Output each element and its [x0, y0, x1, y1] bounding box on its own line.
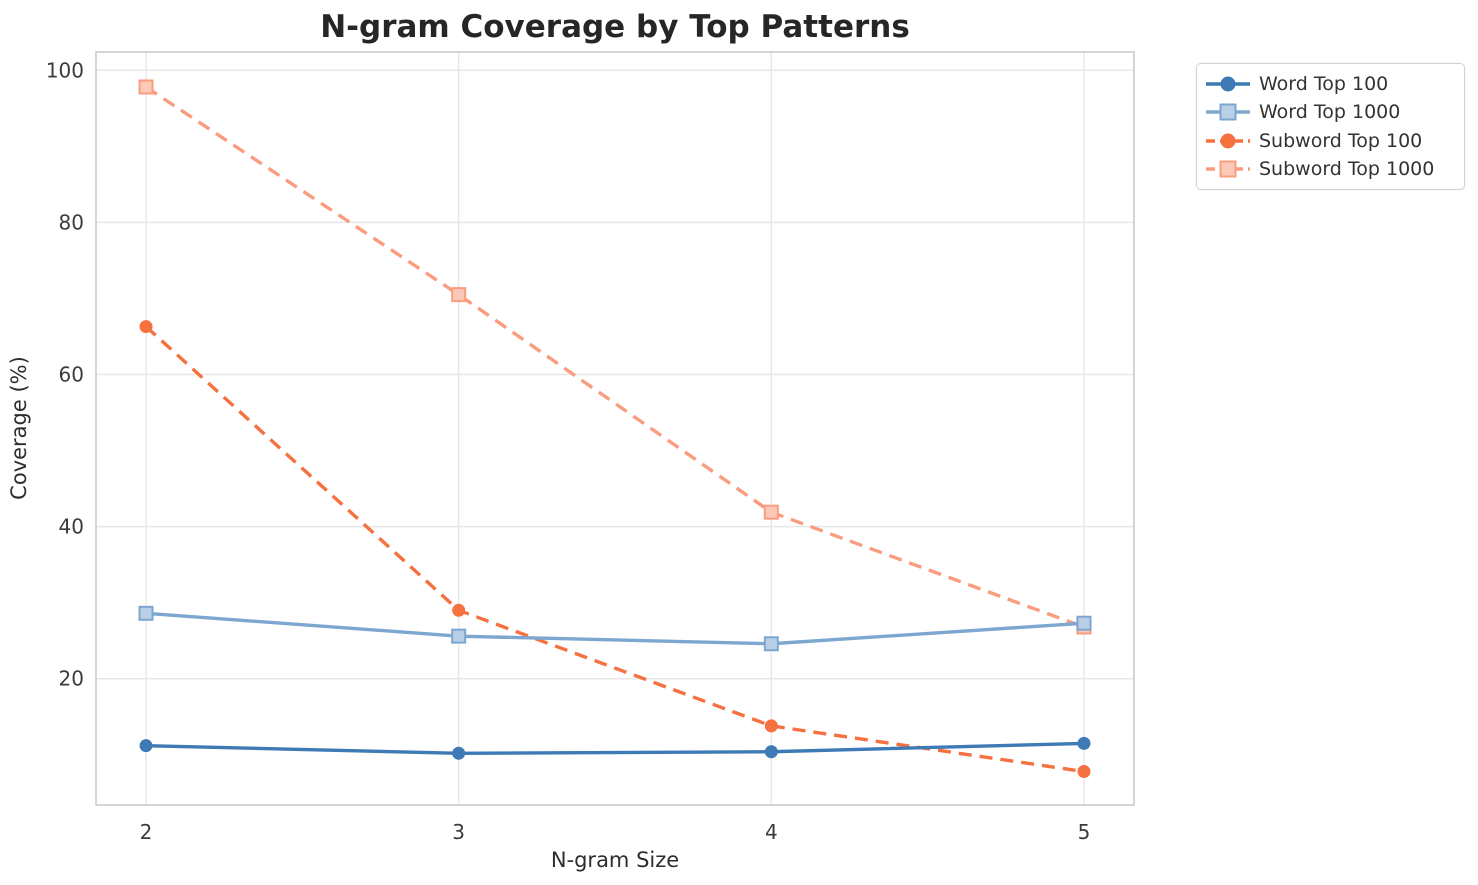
plot-frame	[95, 51, 1135, 806]
data-point-marker	[451, 628, 467, 644]
axis-ticks: 20 40 60 80 100 2 3 4 5	[46, 58, 1091, 844]
y-tick-label: 100	[46, 58, 84, 82]
legend-label: Subword Top 100	[1259, 129, 1423, 152]
legend-marker	[1219, 160, 1237, 178]
y-tick-label: 80	[59, 210, 84, 234]
y-tick-label: 60	[59, 362, 84, 386]
data-point-marker	[451, 287, 467, 303]
series-line	[145, 85, 1085, 629]
legend-sample-subword-top-100	[1206, 133, 1250, 149]
x-tick-label: 2	[140, 820, 153, 844]
x-tick-label: 3	[452, 820, 465, 844]
series-line	[144, 325, 1085, 774]
legend-item: Subword Top 100	[1205, 128, 1454, 154]
legend-label: Word Top 1000	[1259, 101, 1401, 124]
series-line	[145, 611, 1085, 646]
legend-marker	[1220, 133, 1236, 149]
legend-item: Word Top 1000	[1205, 99, 1454, 125]
data-point-marker	[139, 320, 153, 334]
data-point-marker	[763, 504, 779, 520]
data-point-marker	[1076, 615, 1092, 631]
legend-item: Word Top 100	[1205, 71, 1454, 97]
y-axis-label: Coverage (%)	[7, 356, 31, 500]
data-point-marker	[763, 636, 779, 652]
series-line	[145, 741, 1085, 755]
data-point-marker	[139, 739, 153, 753]
x-tick-label: 4	[765, 820, 778, 844]
data-point-marker	[138, 605, 154, 621]
legend-sample-subword-top-1000	[1206, 160, 1250, 178]
x-axis-label: N-gram Size	[551, 848, 679, 872]
x-tick-label: 5	[1078, 820, 1091, 844]
data-series	[138, 79, 1092, 779]
data-point-marker	[452, 746, 466, 760]
legend-label: Word Top 100	[1259, 73, 1389, 96]
chart-title: N-gram Coverage by Top Patterns	[320, 9, 910, 45]
legend-marker	[1220, 76, 1236, 92]
data-point-marker	[1077, 736, 1091, 750]
y-tick-label: 20	[59, 667, 84, 691]
grid-lines	[96, 52, 1134, 805]
legend: Word Top 100 Word Top 1000 Subword Top 1…	[1196, 63, 1465, 190]
legend-marker	[1219, 103, 1237, 121]
y-tick-label: 40	[59, 515, 84, 539]
data-point-marker	[764, 745, 778, 759]
data-point-marker	[1077, 765, 1091, 779]
legend-sample-word-top-100	[1206, 76, 1250, 92]
data-point-marker	[452, 603, 466, 617]
data-point-marker	[764, 719, 778, 733]
legend-label: Subword Top 1000	[1259, 157, 1435, 180]
data-point-marker	[138, 79, 154, 95]
legend-sample-word-top-1000	[1206, 103, 1250, 121]
legend-item: Subword Top 1000	[1205, 156, 1454, 182]
